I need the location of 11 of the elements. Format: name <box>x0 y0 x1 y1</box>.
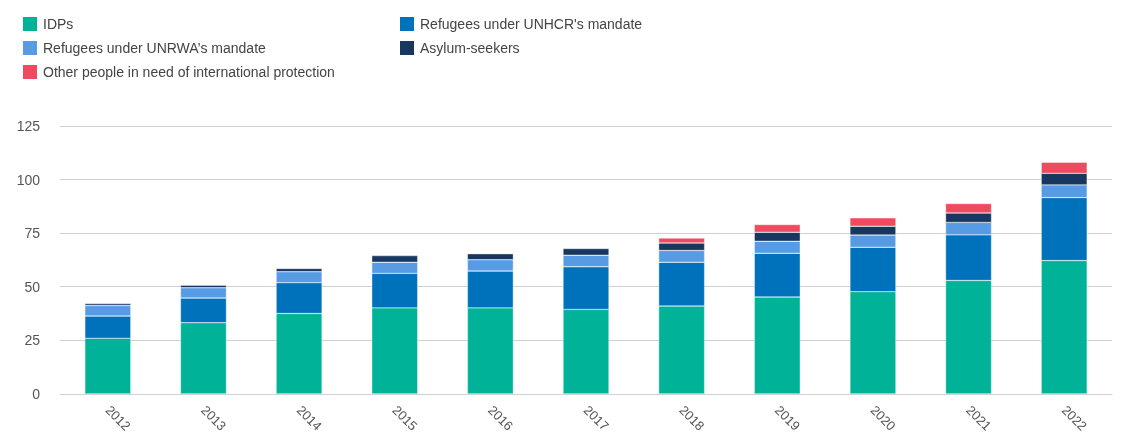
y-tick-label: 25 <box>24 332 41 349</box>
legend-label: Refugees under UNHCR's mandate <box>420 16 643 32</box>
y-tick-label: 50 <box>24 278 41 295</box>
legend-label: Asylum-seekers <box>420 40 520 56</box>
legend-label: Other people in need of international protection <box>43 64 335 80</box>
legend-label: Refugees under UNRWA’s mandate <box>43 40 267 56</box>
y-tick-label: 125 <box>16 118 41 134</box>
y-tick-label: 75 <box>24 225 41 242</box>
y-tick-label: 0 <box>32 385 41 402</box>
y-tick-label: 100 <box>16 171 41 188</box>
legend-label: IDPs <box>43 16 74 32</box>
